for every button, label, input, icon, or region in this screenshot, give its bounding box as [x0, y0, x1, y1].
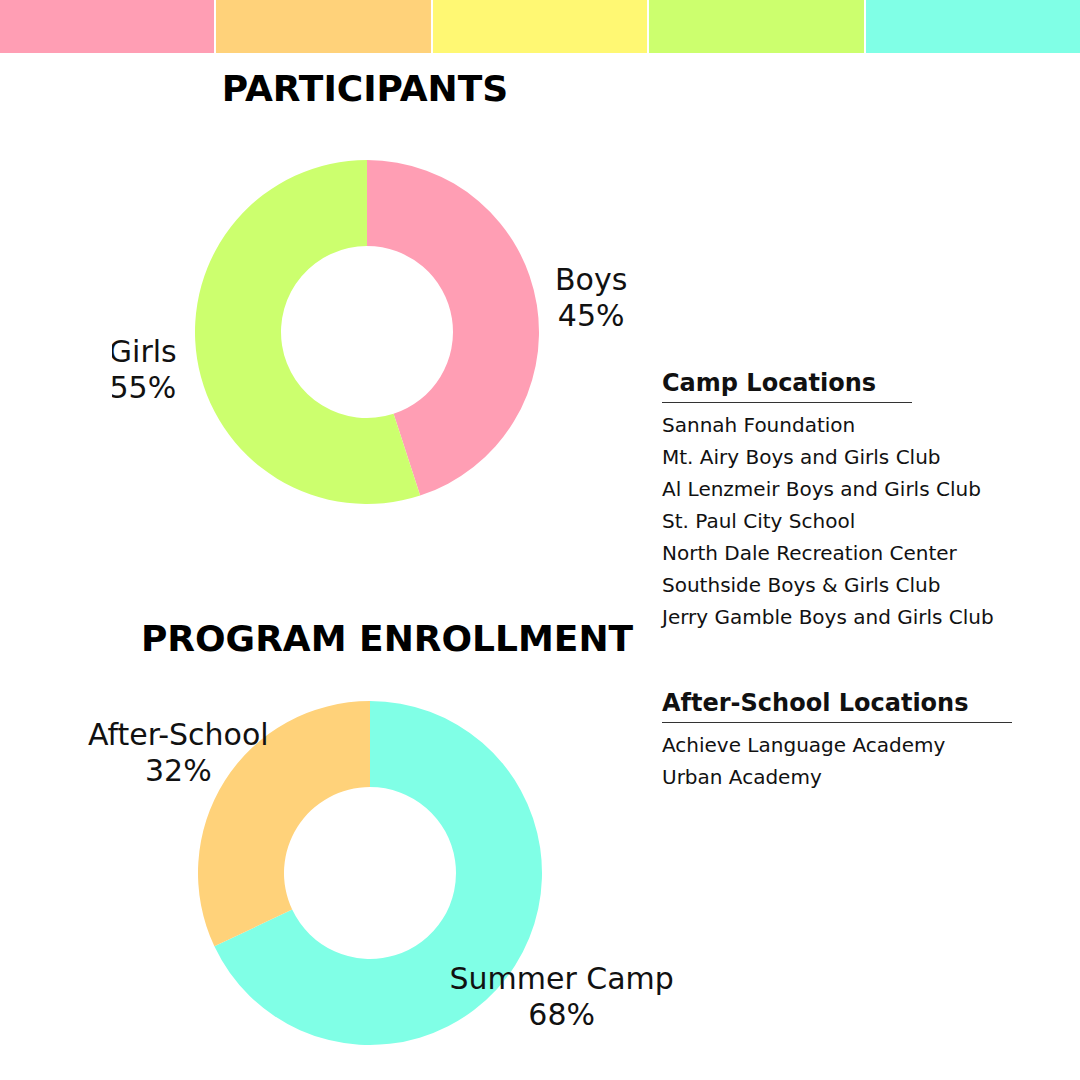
html-text:St. Paul City School: St. Paul City School	[662, 509, 856, 533]
svg-text:After-School32%: After-School32%	[88, 717, 269, 788]
html-text:After-School Locations: After-School Locations	[662, 689, 969, 717]
html-text:Sannah Foundation: Sannah Foundation	[662, 413, 856, 437]
svg-text:Boys45%: Boys45%	[555, 262, 627, 333]
html-text:PARTICIPANTS: PARTICIPANTS	[221, 68, 509, 109]
svg-text:Girls55%: Girls55%	[112, 334, 177, 405]
html-text:Achieve Language Academy: Achieve Language Academy	[662, 733, 946, 757]
html-text:North Dale Recreation Center: North Dale Recreation Center	[662, 541, 957, 565]
html-text:Al Lenzmeir Boys and Girls Clu: Al Lenzmeir Boys and Girls Club	[662, 477, 981, 501]
html-text:Urban Academy: Urban Academy	[662, 765, 822, 789]
html-text:Jerry Gamble Boys and Girls Cl: Jerry Gamble Boys and Girls Club	[662, 605, 994, 629]
html-text:PROGRAM ENROLLMENT: PROGRAM ENROLLMENT	[140, 618, 634, 659]
html-text:Mt. Airy Boys and Girls Club: Mt. Airy Boys and Girls Club	[662, 445, 941, 469]
svg-text:Summer Camp68%: Summer Camp68%	[449, 961, 673, 1032]
html-text:Southside Boys & Girls Club: Southside Boys & Girls Club	[662, 573, 941, 597]
html-text:Camp Locations: Camp Locations	[662, 369, 877, 397]
